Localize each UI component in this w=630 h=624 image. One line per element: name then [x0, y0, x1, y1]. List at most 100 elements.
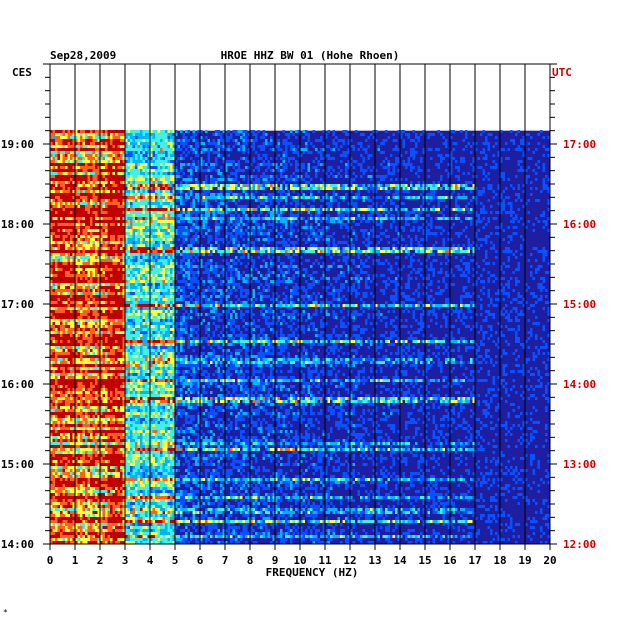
heatmap-cell: [365, 430, 368, 433]
heatmap-cell: [270, 523, 273, 526]
heatmap-cell: [305, 529, 308, 532]
heatmap-cell: [317, 448, 320, 451]
heatmap-cell: [125, 421, 128, 424]
heatmap-cell: [160, 463, 163, 466]
heatmap-cell: [435, 442, 438, 445]
heatmap-cell: [170, 424, 173, 427]
heatmap-cell: [202, 496, 205, 499]
heatmap-cell: [295, 430, 298, 433]
heatmap-cell: [85, 418, 88, 421]
heatmap-cell: [137, 424, 140, 427]
heatmap-cell: [130, 460, 133, 463]
heatmap-cell: [385, 514, 388, 517]
heatmap-cell: [280, 481, 283, 484]
heatmap-cell: [525, 496, 528, 499]
heatmap-cell: [52, 475, 55, 478]
heatmap-cell: [57, 478, 60, 481]
heatmap-cell: [52, 439, 55, 442]
heatmap-cell: [100, 520, 103, 523]
heatmap-cell: [65, 505, 68, 508]
heatmap-cell: [267, 496, 270, 499]
heatmap-cell: [197, 469, 200, 472]
heatmap-cell: [315, 493, 318, 496]
heatmap-cell: [122, 433, 125, 436]
heatmap-cell: [282, 541, 285, 544]
heatmap-cell: [112, 499, 115, 502]
heatmap-cell: [167, 424, 170, 427]
heatmap-cell: [130, 454, 133, 457]
heatmap-cell: [482, 439, 485, 442]
heatmap-cell: [475, 541, 478, 544]
heatmap-cell: [95, 535, 98, 538]
heatmap-cell: [92, 445, 95, 448]
heatmap-cell: [217, 478, 220, 481]
heatmap-cell: [327, 523, 330, 526]
heatmap-cell: [165, 457, 168, 460]
heatmap-cell: [430, 535, 433, 538]
heatmap-cell: [140, 493, 143, 496]
heatmap-cell: [110, 520, 113, 523]
heatmap-cell: [345, 454, 348, 457]
heatmap-cell: [72, 445, 75, 448]
heatmap-cell: [115, 415, 118, 418]
heatmap-cell: [197, 478, 200, 481]
heatmap-cell: [200, 481, 203, 484]
heatmap-cell: [142, 436, 145, 439]
heatmap-cell: [52, 466, 55, 469]
heatmap-cell: [320, 442, 323, 445]
heatmap-cell: [167, 529, 170, 532]
heatmap-cell: [80, 445, 83, 448]
heatmap-cell: [330, 478, 333, 481]
heatmap-cell: [307, 427, 310, 430]
heatmap-cell: [212, 478, 215, 481]
heatmap-cell: [170, 475, 173, 478]
heatmap-cell: [497, 457, 500, 460]
heatmap-cell: [235, 493, 238, 496]
heatmap-cell: [330, 442, 333, 445]
heatmap-cell: [267, 448, 270, 451]
heatmap-cell: [120, 424, 123, 427]
heatmap-cell: [255, 496, 258, 499]
heatmap-cell: [277, 475, 280, 478]
heatmap-cell: [65, 475, 68, 478]
heatmap-cell: [90, 508, 93, 511]
heatmap-cell: [157, 502, 160, 505]
heatmap-cell: [85, 472, 88, 475]
heatmap-cell: [162, 502, 165, 505]
heatmap-cell: [277, 532, 280, 535]
heatmap-cell: [322, 472, 325, 475]
heatmap-cell: [152, 511, 155, 514]
heatmap-cell: [257, 478, 260, 481]
heatmap-cell: [325, 517, 328, 520]
heatmap-cell: [242, 418, 245, 421]
heatmap-cell: [415, 520, 418, 523]
heatmap-cell: [142, 445, 145, 448]
heatmap-cell: [52, 514, 55, 517]
heatmap-cell: [50, 478, 53, 481]
heatmap-cell: [130, 463, 133, 466]
heatmap-cell: [320, 466, 323, 469]
heatmap-cell: [475, 481, 478, 484]
heatmap-cell: [70, 451, 73, 454]
heatmap-cell: [100, 454, 103, 457]
heatmap-cell: [112, 448, 115, 451]
heatmap-cell: [107, 502, 110, 505]
heatmap-cell: [75, 526, 78, 529]
heatmap-cell: [122, 523, 125, 526]
heatmap-cell: [62, 514, 65, 517]
heatmap-cell: [82, 436, 85, 439]
heatmap-cell: [77, 505, 80, 508]
heatmap-cell: [170, 529, 173, 532]
heatmap-cell: [265, 529, 268, 532]
heatmap-cell: [337, 481, 340, 484]
heatmap-cell: [420, 448, 423, 451]
heatmap-cell: [142, 541, 145, 544]
heatmap-cell: [452, 511, 455, 514]
heatmap-cell: [377, 493, 380, 496]
heatmap-cell: [87, 415, 90, 418]
heatmap-cell: [217, 427, 220, 430]
heatmap-cell: [75, 463, 78, 466]
heatmap-cell: [312, 466, 315, 469]
heatmap-cell: [400, 514, 403, 517]
heatmap-cell: [70, 442, 73, 445]
